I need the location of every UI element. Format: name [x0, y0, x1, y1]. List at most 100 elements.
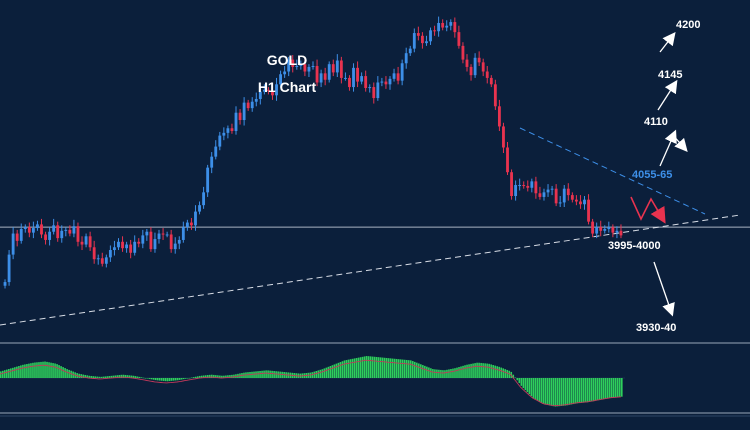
candle-body: [364, 76, 368, 88]
candle-body: [420, 35, 424, 44]
candle-body: [477, 57, 481, 63]
oscillator-bar: [30, 363, 32, 378]
oscillator-bar: [88, 375, 91, 378]
oscillator-bar: [502, 368, 505, 378]
candle-body: [493, 84, 497, 107]
oscillator-bar: [22, 364, 24, 378]
oscillator-bar: [42, 361, 44, 378]
oscillator-bar: [82, 374, 85, 378]
oscillator-bar: [379, 357, 382, 378]
oscillator-bar: [428, 367, 430, 378]
oscillator-bar: [14, 367, 16, 378]
oscillator-bar: [594, 378, 597, 401]
oscillator-bar: [590, 378, 593, 402]
oscillator-bar: [548, 378, 551, 406]
oscillator-bar: [393, 358, 396, 378]
level-label-4055-65: 4055-65: [632, 169, 672, 181]
oscillator-bar: [148, 378, 151, 379]
candle-body: [323, 73, 327, 80]
oscillator-bar: [604, 378, 607, 399]
oscillator-bar: [249, 371, 251, 378]
candle-body: [437, 22, 441, 32]
candle-body: [242, 102, 246, 121]
oscillator-bar: [448, 369, 450, 378]
oscillator-signal-line: [0, 359, 622, 407]
oscillator-bar: [172, 378, 175, 381]
oscillator-bar: [231, 374, 233, 378]
candle-body: [133, 241, 137, 253]
oscillator-bar: [542, 378, 545, 404]
oscillator-bar: [383, 357, 386, 378]
candle-body: [550, 188, 554, 190]
candle-body: [489, 77, 493, 85]
candle-body: [526, 185, 530, 188]
oscillator-bar: [170, 378, 173, 381]
candle-body: [457, 32, 461, 46]
candle-body: [64, 229, 68, 231]
oscillator-bar: [8, 369, 10, 378]
candle-body: [291, 59, 295, 67]
oscillator-bar: [158, 378, 161, 381]
oscillator-bar: [566, 378, 569, 406]
candle-body: [218, 135, 222, 147]
oscillator-bar: [257, 371, 259, 378]
oscillator-bar: [460, 366, 462, 378]
candle-body: [27, 227, 31, 233]
oscillator-bar: [120, 374, 123, 378]
oscillator-bar: [385, 357, 388, 378]
candle-body: [153, 239, 157, 250]
candle-body: [546, 189, 550, 193]
candle-body: [522, 185, 526, 187]
oscillator-bar: [468, 364, 470, 378]
oscillator-bar: [68, 369, 70, 378]
oscillator-bar: [198, 375, 201, 378]
candle-body: [44, 234, 47, 240]
oscillator-bar: [200, 375, 203, 378]
oscillator-bar: [40, 361, 42, 378]
oscillator-bar: [116, 375, 119, 378]
resistance-trendline: [519, 127, 706, 215]
oscillator-bar: [536, 378, 539, 401]
oscillator-bar: [321, 369, 324, 378]
oscillator-bar: [36, 362, 38, 378]
candle-body: [31, 228, 35, 233]
oscillator-bar: [349, 359, 352, 378]
oscillator-bar: [98, 376, 101, 378]
oscillator-bar: [558, 378, 561, 407]
oscillator-bar: [371, 356, 374, 378]
oscillator-bar: [618, 378, 621, 397]
oscillator-bar: [588, 378, 591, 402]
candle-body: [412, 33, 416, 49]
oscillator-bar: [474, 363, 476, 378]
candle-body: [331, 64, 335, 73]
oscillator-bar: [377, 357, 380, 378]
oscillator-bar: [602, 378, 605, 400]
candle-body: [226, 128, 230, 133]
oscillator-bar: [600, 378, 603, 400]
candle-body: [169, 234, 173, 250]
candle-body: [92, 247, 96, 260]
oscillator-bar: [60, 366, 62, 378]
oscillator-bar: [494, 365, 496, 378]
oscillator-bar: [188, 377, 191, 379]
oscillator-bar: [381, 357, 384, 378]
oscillator-bar: [190, 377, 193, 379]
oscillator-bar: [56, 364, 58, 378]
oscillator-bar: [572, 378, 575, 405]
candle-body: [214, 146, 218, 157]
oscillator-bar: [442, 370, 444, 378]
candle-body: [210, 156, 214, 168]
candle-body: [595, 227, 599, 234]
oscillator-bar: [369, 356, 372, 378]
candle-body: [558, 202, 562, 204]
oscillator-bar: [530, 378, 533, 397]
oscillator-bar: [586, 378, 589, 403]
oscillator-bar: [54, 363, 56, 378]
oscillator-bar: [550, 378, 553, 406]
candle-body: [469, 66, 473, 76]
candle-body: [181, 227, 185, 240]
oscillator-bar: [444, 370, 446, 378]
oscillator-bar: [174, 378, 177, 381]
candle-body: [287, 59, 291, 72]
candle-body: [267, 89, 270, 91]
